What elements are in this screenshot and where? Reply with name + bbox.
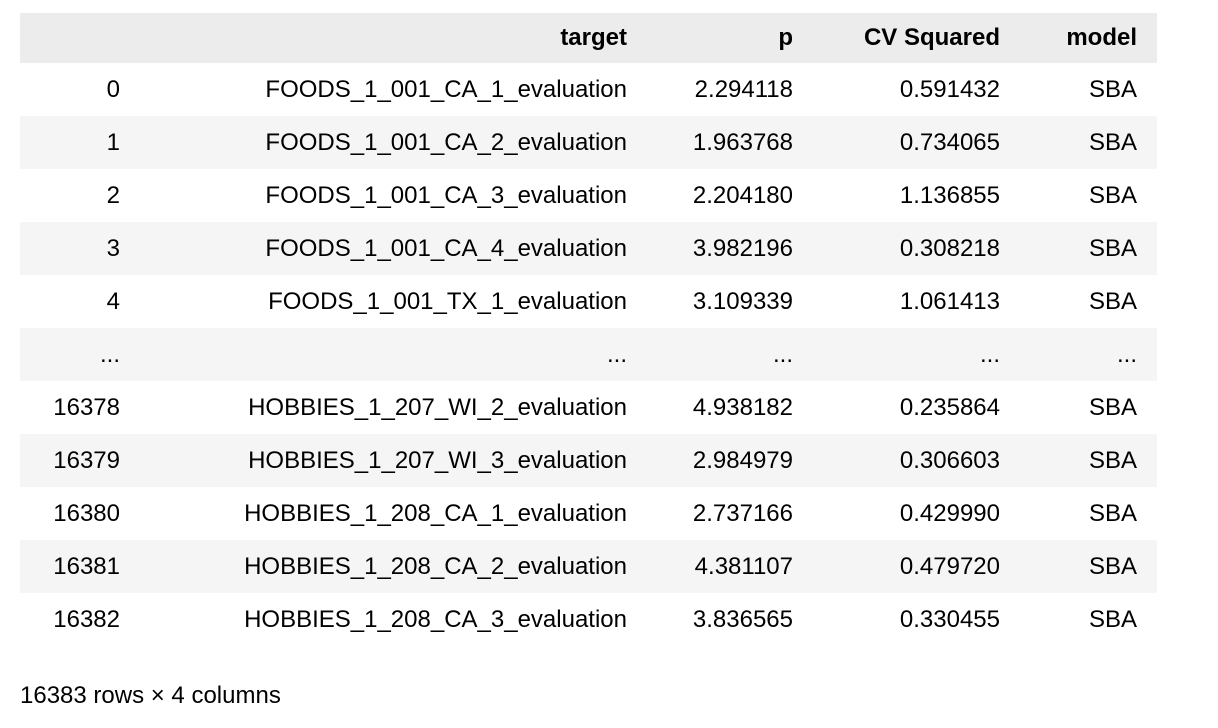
cell-p: 2.737166 xyxy=(692,499,793,527)
table-row: 16378 HOBBIES_1_207_WI_2_evaluation 4.9381… xyxy=(20,381,1157,434)
cell-model: SBA xyxy=(1088,287,1137,315)
cell-cv-squared: ... xyxy=(979,340,1000,368)
dataframe-table: target p CV Squared model 0 FOODS_1_001_C… xyxy=(20,13,1157,646)
cell-model: SBA xyxy=(1088,446,1137,474)
cell-target: FOODS_1_001_CA_4_evaluation xyxy=(265,234,627,262)
row-index-cell: 16379 xyxy=(53,446,120,474)
header-row: target p CV Squared model xyxy=(20,13,1157,63)
cell-target: HOBBIES_1_207_WI_3_evaluation xyxy=(248,446,627,474)
cell-p: 2.294118 xyxy=(694,75,793,103)
cell-p: 2.204180 xyxy=(692,181,793,209)
cell-target: HOBBIES_1_207_WI_2_evaluation xyxy=(248,393,627,421)
cell-p: 3.109339 xyxy=(692,287,793,315)
cell-cv-squared: 0.330455 xyxy=(899,605,1000,633)
row-index-cell: ... xyxy=(99,340,120,368)
row-index-cell: 1 xyxy=(106,128,120,156)
row-index-cell: 16381 xyxy=(53,552,120,580)
cell-cv-squared: 0.479720 xyxy=(899,552,1000,580)
cell-target: HOBBIES_1_208_CA_2_evaluation xyxy=(244,552,627,580)
cell-p: 3.982196 xyxy=(692,234,793,262)
cell-p: ... xyxy=(772,340,793,368)
dataframe-output: target p CV Squared model 0 FOODS_1_001_C… xyxy=(20,13,1218,710)
row-index-cell: 2 xyxy=(106,181,120,209)
cell-target: FOODS_1_001_CA_3_evaluation xyxy=(265,181,627,209)
table-header: target p CV Squared model xyxy=(20,13,1157,63)
cell-p: 2.984979 xyxy=(692,446,793,474)
column-header-target: target xyxy=(560,24,627,51)
cell-cv-squared: 0.306603 xyxy=(899,446,1000,474)
column-header-index xyxy=(20,13,140,63)
cell-model: SBA xyxy=(1088,75,1137,103)
cell-cv-squared: 1.136855 xyxy=(899,181,1000,209)
table-row: 2 FOODS_1_001_CA_3_evaluation 2.204180 1.13… xyxy=(20,169,1157,222)
table-row: 16382 HOBBIES_1_208_CA_3_evaluation 3.8365… xyxy=(20,593,1157,646)
cell-p: 3.836565 xyxy=(692,605,793,633)
table-row: 16381 HOBBIES_1_208_CA_2_evaluation 4.3811… xyxy=(20,540,1157,593)
cell-model: SBA xyxy=(1088,393,1137,421)
cell-cv-squared: 1.061413 xyxy=(899,287,1000,315)
row-index-cell: 0 xyxy=(106,75,120,103)
row-index-cell: 16382 xyxy=(53,605,120,633)
cell-cv-squared: 0.591432 xyxy=(899,75,1000,103)
row-index-cell: 4 xyxy=(106,287,120,315)
cell-p: 4.938182 xyxy=(692,393,793,421)
dimensions-summary: 16383 rows × 4 columns xyxy=(20,682,281,709)
cell-cv-squared: 0.429990 xyxy=(899,499,1000,527)
table-row: 16380 HOBBIES_1_208_CA_1_evaluation 2.7371… xyxy=(20,487,1157,540)
cell-target: FOODS_1_001_TX_1_evaluation xyxy=(268,287,627,315)
table-row: 1 FOODS_1_001_CA_2_evaluation 1.963768 0.73… xyxy=(20,116,1157,169)
cell-model: SBA xyxy=(1088,128,1137,156)
table-row: 3 FOODS_1_001_CA_4_evaluation 3.982196 0.30… xyxy=(20,222,1157,275)
column-header-cv-squared: CV Squared xyxy=(863,24,1000,51)
cell-model: SBA xyxy=(1088,499,1137,527)
table-row: ............... xyxy=(20,328,1157,381)
cell-p: 4.381107 xyxy=(694,552,793,580)
cell-model: SBA xyxy=(1088,234,1137,262)
cell-cv-squared: 0.235864 xyxy=(899,393,1000,421)
cell-target: HOBBIES_1_208_CA_1_evaluation xyxy=(244,499,627,527)
cell-target: ... xyxy=(606,340,627,368)
cell-target: HOBBIES_1_208_CA_3_evaluation xyxy=(244,605,627,633)
cell-model: ... xyxy=(1116,340,1137,368)
table-row: 4 FOODS_1_001_TX_1_evaluation 3.109339 1.06… xyxy=(20,275,1157,328)
cell-p: 1.963768 xyxy=(692,128,793,156)
cell-target: FOODS_1_001_CA_2_evaluation xyxy=(265,128,627,156)
column-header-model: model xyxy=(1066,24,1137,51)
cell-model: SBA xyxy=(1088,552,1137,580)
cell-target: FOODS_1_001_CA_1_evaluation xyxy=(265,75,627,103)
cell-cv-squared: 0.734065 xyxy=(899,128,1000,156)
row-index-cell: 16378 xyxy=(53,393,120,421)
cell-model: SBA xyxy=(1088,605,1137,633)
table-body: 0 FOODS_1_001_CA_1_evaluation 2.294118 0.59… xyxy=(20,63,1157,646)
row-index-cell: 3 xyxy=(106,234,120,262)
cell-model: SBA xyxy=(1088,181,1137,209)
column-header-p: p xyxy=(778,24,793,51)
cell-cv-squared: 0.308218 xyxy=(899,234,1000,262)
row-index-cell: 16380 xyxy=(53,499,120,527)
table-row: 16379 HOBBIES_1_207_WI_3_evaluation 2.9849… xyxy=(20,434,1157,487)
table-row: 0 FOODS_1_001_CA_1_evaluation 2.294118 0.59… xyxy=(20,63,1157,116)
